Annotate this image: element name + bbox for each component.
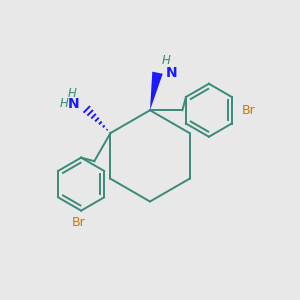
Text: H: H xyxy=(67,87,76,100)
Text: Br: Br xyxy=(242,104,256,117)
Text: N: N xyxy=(68,97,80,111)
Text: Br: Br xyxy=(72,217,86,230)
Polygon shape xyxy=(150,72,163,110)
Text: H: H xyxy=(59,97,68,110)
Text: H: H xyxy=(161,54,170,67)
Text: N: N xyxy=(166,66,178,80)
